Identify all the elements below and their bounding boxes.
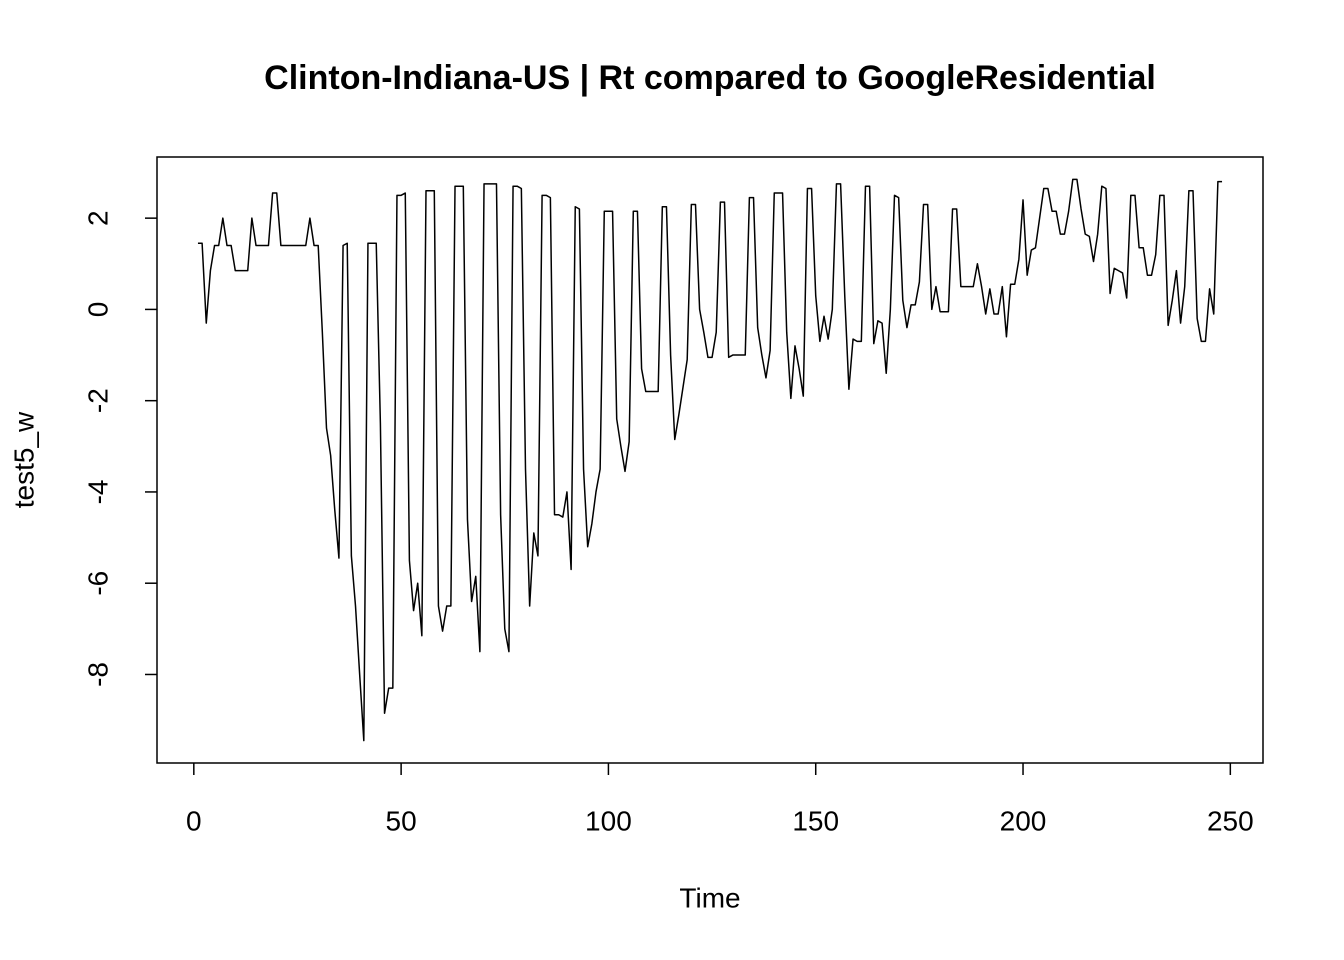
x-axis-label: Time [679,882,740,913]
x-tick-label: 50 [386,805,417,836]
x-tick-label: 150 [792,805,839,836]
y-tick-label: -4 [82,479,113,504]
x-tick-label: 100 [585,805,632,836]
x-tick-label: 0 [186,805,202,836]
data-line [197,178,1223,742]
y-tick-label: 2 [82,210,113,226]
plot-box [156,156,1264,764]
y-tick-label: -8 [82,662,113,687]
y-tick-label: -6 [82,571,113,596]
y-tick-label: 0 [82,302,113,318]
x-tick-label: 250 [1207,805,1254,836]
y-axis-label: test5_w [8,411,39,508]
x-tick-label: 200 [1000,805,1047,836]
chart-title: Clinton-Indiana-US | Rt compared to Goog… [264,59,1156,97]
y-tick-label: -2 [82,388,113,413]
